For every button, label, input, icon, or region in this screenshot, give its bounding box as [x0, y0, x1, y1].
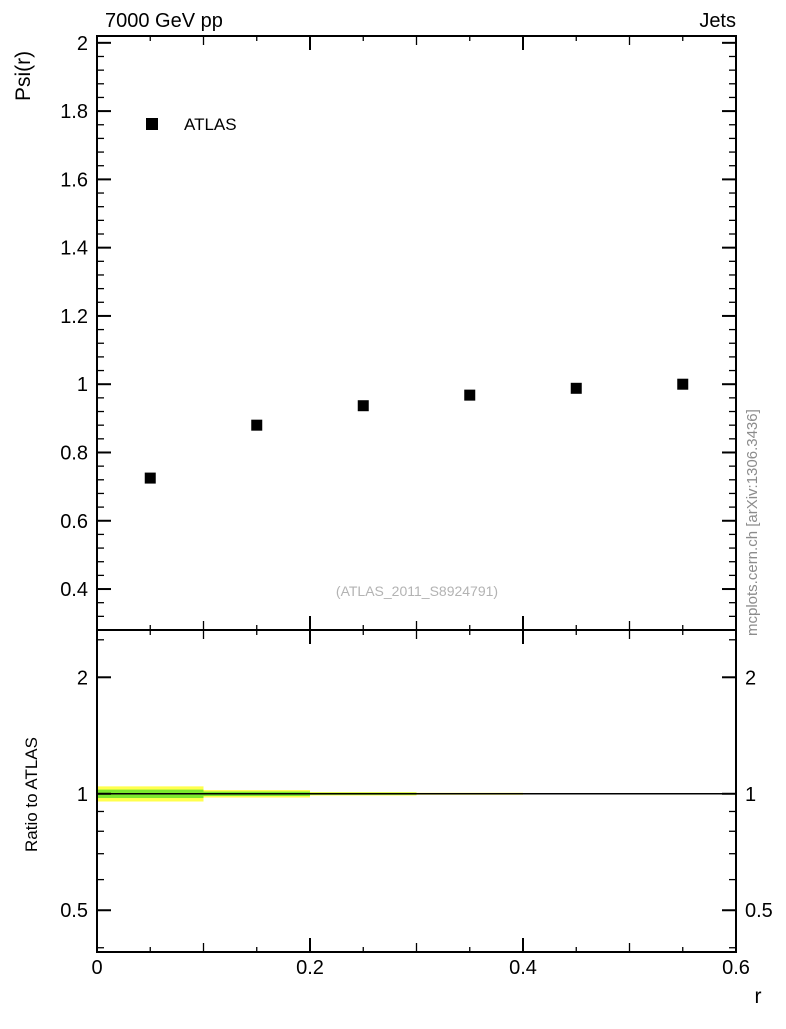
ratio-tick-label-left: 2: [77, 667, 88, 689]
data-point: [251, 419, 263, 431]
data-point: [570, 382, 582, 394]
tick-labels-layer: 0 0.2 0.4 0.6 0.4 0.6 0.8 1 1.2 1.4 1.6 1.8 2 0.5 0.5 1…: [60, 33, 773, 979]
y-tick-label-top: 0.4: [60, 579, 88, 601]
x-tick-label: 0.2: [296, 957, 324, 979]
x-axis-label: r: [755, 985, 762, 1008]
x-tick-label: 0: [91, 957, 102, 979]
y-tick-label-top: 2: [77, 33, 88, 55]
y-tick-label-top: 1.2: [60, 306, 88, 328]
y-tick-label-top: 1.6: [60, 169, 88, 191]
ratio-tick-label-right: 0.5: [745, 900, 773, 922]
mcplots-side-label: mcplots.cern.ch [arXiv:1306.3436]: [744, 409, 761, 636]
y-axis-label-top: Psi(r): [12, 51, 35, 101]
panel-frames-layer: [96, 35, 737, 953]
plot-title-right: Jets: [699, 10, 736, 32]
ratio-bands-layer: [97, 786, 736, 802]
ratio-tick-label-right: 1: [745, 784, 756, 806]
x-tick-label: 0.6: [722, 957, 750, 979]
legend-marker-square: [146, 118, 158, 130]
legend: ATLAS: [146, 115, 237, 134]
y-tick-label-top: 0.6: [60, 511, 88, 533]
legend-label: ATLAS: [184, 115, 237, 134]
y-tick-label-top: 1.8: [60, 101, 88, 123]
y-axis-label-ratio: Ratio to ATLAS: [22, 737, 41, 852]
y-tick-label-top: 1.4: [60, 238, 88, 260]
analysis-watermark: (ATLAS_2011_S8924791): [336, 583, 498, 599]
data-point: [144, 472, 156, 484]
y-tick-label-top: 0.8: [60, 442, 88, 464]
y-tick-label-top: 1: [77, 374, 88, 396]
x-tick-label: 0.4: [509, 957, 537, 979]
plot-title-left: 7000 GeV pp: [105, 10, 223, 32]
ratio-tick-label-left: 0.5: [60, 900, 88, 922]
ratio-tick-label-left: 1: [77, 784, 88, 806]
data-point: [464, 389, 476, 401]
data-point: [677, 378, 689, 390]
axis-ticks-layer: [96, 36, 737, 952]
data-point: [357, 400, 369, 412]
data-points-layer: [144, 378, 689, 484]
ratio-tick-label-right: 2: [745, 667, 756, 689]
